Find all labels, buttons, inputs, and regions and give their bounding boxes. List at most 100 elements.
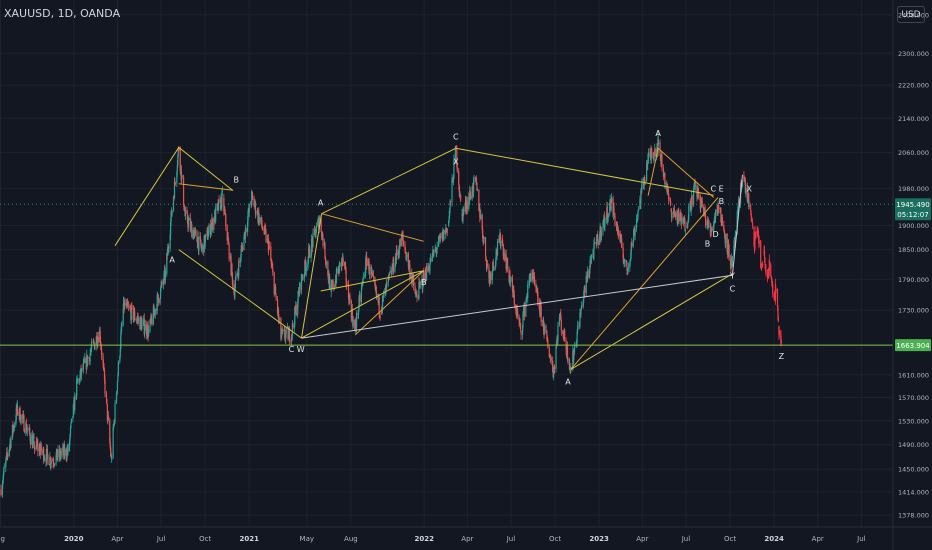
candle — [204, 238, 206, 247]
candle — [117, 374, 119, 382]
candle — [352, 320, 354, 326]
candle — [704, 207, 706, 216]
candle — [746, 187, 748, 201]
candle — [540, 303, 542, 307]
wave-label: B — [705, 239, 711, 248]
candle — [33, 444, 36, 450]
candle — [149, 319, 151, 332]
candle — [698, 195, 700, 197]
candle — [463, 208, 465, 212]
candle — [30, 435, 32, 445]
candle — [635, 219, 638, 229]
candle — [379, 314, 381, 319]
candle — [535, 287, 537, 292]
candle — [636, 218, 638, 220]
candle — [520, 331, 522, 335]
candle — [472, 178, 475, 193]
wave-label: A — [565, 377, 571, 386]
candle — [574, 345, 576, 349]
candle — [546, 339, 548, 341]
candle — [345, 282, 348, 285]
candle — [210, 230, 212, 236]
candle — [235, 274, 237, 281]
candle — [167, 247, 169, 249]
candle — [282, 329, 284, 332]
candle — [629, 259, 631, 262]
candle — [335, 268, 338, 283]
price-axis[interactable]: 2400.000 2300.000 2220.000 2140.000 2060.000… — [892, 0, 929, 550]
pattern-line — [321, 213, 424, 242]
candle — [324, 258, 327, 261]
candle — [268, 246, 270, 248]
candle — [221, 190, 224, 192]
candle — [351, 308, 353, 320]
candle — [643, 177, 645, 185]
currency-button[interactable]: USD — [897, 6, 925, 23]
candle — [644, 180, 646, 182]
candle — [231, 264, 233, 274]
candle — [126, 301, 129, 306]
candle — [625, 260, 628, 262]
candle — [585, 275, 587, 293]
candle — [680, 215, 682, 221]
candle — [359, 294, 361, 302]
time-tick-label: 2022 — [414, 535, 434, 543]
candle — [495, 260, 497, 268]
candle — [496, 241, 499, 255]
candle — [716, 209, 718, 213]
candle — [396, 249, 398, 256]
candle — [455, 146, 457, 148]
candle — [53, 463, 55, 465]
candle — [627, 267, 630, 269]
wave-label: B — [421, 278, 427, 287]
candle — [448, 216, 450, 221]
candle — [189, 217, 191, 230]
symbol-title: XAUUSD, 1D, OANDA — [4, 7, 121, 20]
candle — [325, 261, 328, 265]
candle — [699, 195, 701, 209]
projection-candle — [780, 339, 782, 344]
candle — [252, 193, 254, 198]
candle — [687, 219, 689, 223]
candle — [213, 218, 215, 230]
candle — [33, 437, 35, 439]
candle — [253, 205, 256, 207]
projection-candle — [764, 265, 767, 270]
candle — [288, 328, 291, 342]
candle — [686, 224, 688, 228]
wave-label: B — [719, 197, 725, 206]
time-axis[interactable]: ug 2020 Apr Jul Oct 2021 May Aug 2022 Apr Jul Oct 20… — [0, 526, 932, 543]
candle — [127, 305, 129, 307]
candle — [431, 253, 433, 261]
candle — [151, 318, 153, 325]
candle — [550, 357, 552, 361]
candle — [80, 368, 83, 376]
candle — [513, 295, 515, 305]
candle — [525, 297, 527, 302]
candle — [55, 454, 57, 464]
candle — [146, 324, 148, 336]
candle — [275, 294, 277, 300]
candle — [684, 229, 687, 232]
candle — [399, 239, 401, 247]
candle — [159, 287, 162, 298]
candle — [47, 454, 49, 465]
candle — [209, 224, 212, 236]
candle — [600, 231, 603, 237]
projection-candle — [778, 330, 780, 335]
candle — [372, 274, 374, 276]
candle — [270, 260, 272, 264]
candle — [376, 293, 378, 296]
candle — [102, 355, 104, 364]
candle — [157, 294, 159, 299]
candle — [658, 142, 660, 144]
projection-candle — [763, 250, 766, 258]
pattern-line — [178, 183, 234, 191]
candle — [485, 256, 487, 261]
candle — [613, 207, 615, 215]
candle — [566, 345, 569, 361]
candle — [404, 243, 406, 251]
projection-candle — [766, 274, 769, 278]
candle — [191, 230, 193, 238]
